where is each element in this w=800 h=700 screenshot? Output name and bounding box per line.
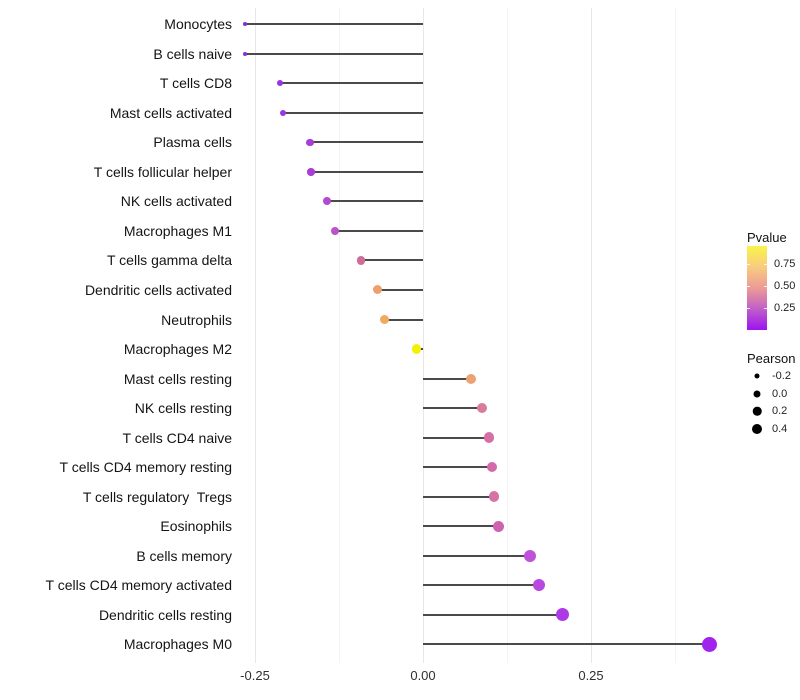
data-point	[486, 461, 498, 473]
lollipop-stem	[423, 436, 489, 439]
pearson-legend-label: 0.4	[772, 422, 788, 435]
major-gridline	[590, 8, 592, 663]
lollipop-stem	[423, 554, 530, 557]
x-axis-tick-label: 0.25	[578, 668, 604, 683]
lollipop-stem	[244, 52, 423, 55]
lollipop-stem	[334, 229, 423, 232]
y-axis-label: Macrophages M1	[123, 222, 232, 239]
data-point	[483, 432, 495, 443]
pvalue-tick-mark	[764, 307, 767, 309]
data-point	[242, 51, 247, 56]
lollipop-stem	[244, 23, 423, 26]
data-point	[306, 138, 314, 147]
lollipop-stem	[423, 613, 563, 616]
data-point	[373, 285, 383, 295]
lollipop-stem	[283, 111, 423, 114]
data-point	[279, 109, 287, 117]
data-point	[465, 373, 476, 384]
y-axis-label: T cells follicular helper	[93, 163, 232, 180]
minor-gridline	[338, 8, 340, 663]
lollipop-stem	[423, 407, 483, 410]
pearson-legend-dot	[752, 406, 762, 416]
minor-gridline	[674, 8, 676, 663]
y-axis-label: Mast cells activated	[109, 104, 232, 121]
data-point	[411, 344, 422, 354]
lollipop-stem	[310, 170, 423, 173]
lollipop-stem	[377, 288, 423, 291]
x-axis-tick-label: 0.00	[410, 668, 436, 683]
lollipop-stem	[279, 82, 423, 85]
lollipop-stem	[423, 495, 495, 498]
major-gridline	[422, 8, 424, 663]
pvalue-tick-label: 0.50	[774, 279, 796, 292]
y-axis-label: NK cells resting	[134, 400, 232, 417]
y-axis-label: Plasma cells	[153, 134, 232, 151]
y-axis-label: Macrophages M0	[123, 636, 232, 653]
lollipop-stem	[326, 200, 423, 203]
pearson-legend-dot	[752, 423, 762, 434]
data-point	[533, 579, 546, 592]
data-point	[242, 22, 247, 27]
major-gridline	[254, 8, 256, 663]
pearson-legend-dot	[754, 373, 760, 379]
data-point	[523, 549, 536, 562]
y-axis-label: Mast cells resting	[123, 370, 232, 387]
data-point	[379, 315, 389, 324]
y-axis-label: T cells CD4 naive	[122, 429, 232, 446]
y-axis-label: B cells memory	[136, 547, 232, 564]
pvalue-tick-mark	[747, 285, 750, 287]
lollipop-stem	[423, 377, 471, 380]
pearson-legend-title: Pearson	[747, 351, 796, 366]
data-point	[488, 491, 500, 502]
pearson-legend-dot	[753, 390, 761, 397]
pearson-legend-label: 0.2	[772, 405, 788, 417]
pvalue-tick-label: 0.25	[774, 301, 796, 314]
y-axis-label: T cells CD8	[159, 75, 232, 92]
y-axis-label: Macrophages M2	[123, 341, 232, 358]
pvalue-tick-label: 0.75	[774, 257, 796, 270]
pvalue-legend-title: Pvalue	[747, 230, 787, 245]
data-point	[477, 403, 488, 414]
lollipop-stem	[384, 318, 423, 321]
y-axis-label: T cells CD4 memory activated	[45, 577, 232, 594]
y-axis-label: T cells regulatory Tregs	[82, 488, 232, 505]
lollipop-stem	[361, 259, 423, 262]
y-axis-label: B cells naive	[153, 45, 232, 62]
pearson-legend-label: 0.0	[772, 387, 788, 400]
y-axis-label: T cells CD4 memory resting	[59, 459, 232, 476]
pvalue-colorbar	[747, 246, 767, 330]
data-point	[493, 520, 505, 532]
pvalue-tick-mark	[747, 263, 750, 265]
y-axis-label: Monocytes	[164, 16, 232, 33]
lollipop-stem	[310, 141, 423, 144]
lollipop-stem	[423, 466, 493, 469]
data-point	[307, 168, 315, 176]
data-point	[356, 256, 366, 265]
minor-gridline	[506, 8, 508, 663]
lollipop-stem	[423, 525, 499, 528]
y-axis-label: NK cells activated	[120, 193, 232, 210]
y-axis-label: Eosinophils	[160, 518, 232, 535]
lollipop-stem	[423, 584, 540, 587]
y-axis-label: Dendritic cells resting	[98, 606, 232, 623]
pearson-legend-label: -0.2	[772, 370, 791, 382]
pvalue-tick-mark	[764, 285, 767, 287]
pvalue-tick-mark	[747, 307, 750, 309]
data-point	[701, 636, 717, 652]
data-point	[276, 80, 283, 87]
data-point	[322, 197, 331, 206]
data-point	[330, 226, 340, 236]
y-axis-label: Neutrophils	[161, 311, 232, 328]
x-axis-tick-label: -0.25	[240, 668, 270, 683]
y-axis-label: T cells gamma delta	[106, 252, 232, 269]
pvalue-tick-mark	[764, 263, 767, 265]
lollipop-stem	[423, 643, 710, 646]
y-axis-label: Dendritic cells activated	[84, 281, 232, 298]
data-point	[556, 608, 570, 622]
